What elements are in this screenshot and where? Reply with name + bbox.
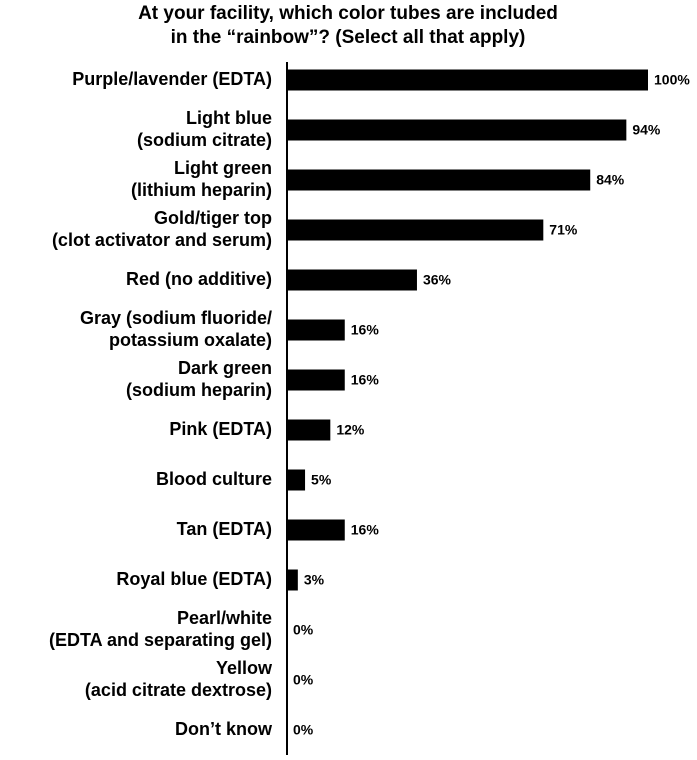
- value-label: 16%: [351, 372, 380, 388]
- value-label: 71%: [549, 222, 578, 238]
- bar: [287, 569, 298, 591]
- category-label: (sodium citrate): [137, 130, 272, 150]
- category-label: Pink (EDTA): [169, 419, 272, 439]
- value-label: 36%: [423, 272, 452, 288]
- category-label: (sodium heparin): [126, 380, 272, 400]
- category-label: Dark green: [178, 358, 272, 378]
- category-label: Don’t know: [175, 719, 273, 739]
- category-label: Tan (EDTA): [177, 519, 272, 539]
- bar: [287, 169, 591, 191]
- category-label: (EDTA and separating gel): [49, 630, 272, 650]
- category-label: Gold/tiger top: [154, 208, 272, 228]
- value-label: 16%: [351, 522, 380, 538]
- value-label: 0%: [293, 722, 314, 738]
- category-label: (lithium heparin): [131, 180, 272, 200]
- value-label: 0%: [293, 622, 314, 638]
- category-label: Yellow: [216, 658, 273, 678]
- value-label: 3%: [304, 572, 325, 588]
- value-label: 12%: [336, 422, 365, 438]
- bar: [287, 519, 345, 541]
- bar: [287, 469, 306, 491]
- value-label: 5%: [311, 472, 332, 488]
- bar: [287, 319, 345, 341]
- bar: [287, 269, 417, 291]
- category-label: (acid citrate dextrose): [85, 680, 272, 700]
- bar: [287, 369, 345, 391]
- chart-title: At your facility, which color tubes are …: [138, 3, 558, 24]
- bar: [287, 119, 627, 141]
- category-label: Light blue: [186, 108, 272, 128]
- category-label: Light green: [174, 158, 272, 178]
- category-label: Red (no additive): [126, 269, 272, 289]
- category-label: Royal blue (EDTA): [116, 569, 272, 589]
- value-label: 84%: [596, 172, 625, 188]
- bar: [287, 69, 648, 91]
- value-label: 0%: [293, 672, 314, 688]
- category-label: Pearl/white: [177, 608, 272, 628]
- value-label: 100%: [654, 72, 690, 88]
- category-label: (clot activator and serum): [52, 230, 272, 250]
- bar: [287, 219, 544, 241]
- category-label: Blood culture: [156, 469, 272, 489]
- category-label: Purple/lavender (EDTA): [72, 69, 272, 89]
- chart-title: in the “rainbow”? (Select all that apply…: [171, 27, 526, 48]
- bar: [287, 419, 331, 441]
- category-label: Gray (sodium fluoride/: [80, 308, 272, 328]
- value-label: 94%: [632, 122, 661, 138]
- category-label: potassium oxalate): [109, 330, 272, 350]
- value-label: 16%: [351, 322, 380, 338]
